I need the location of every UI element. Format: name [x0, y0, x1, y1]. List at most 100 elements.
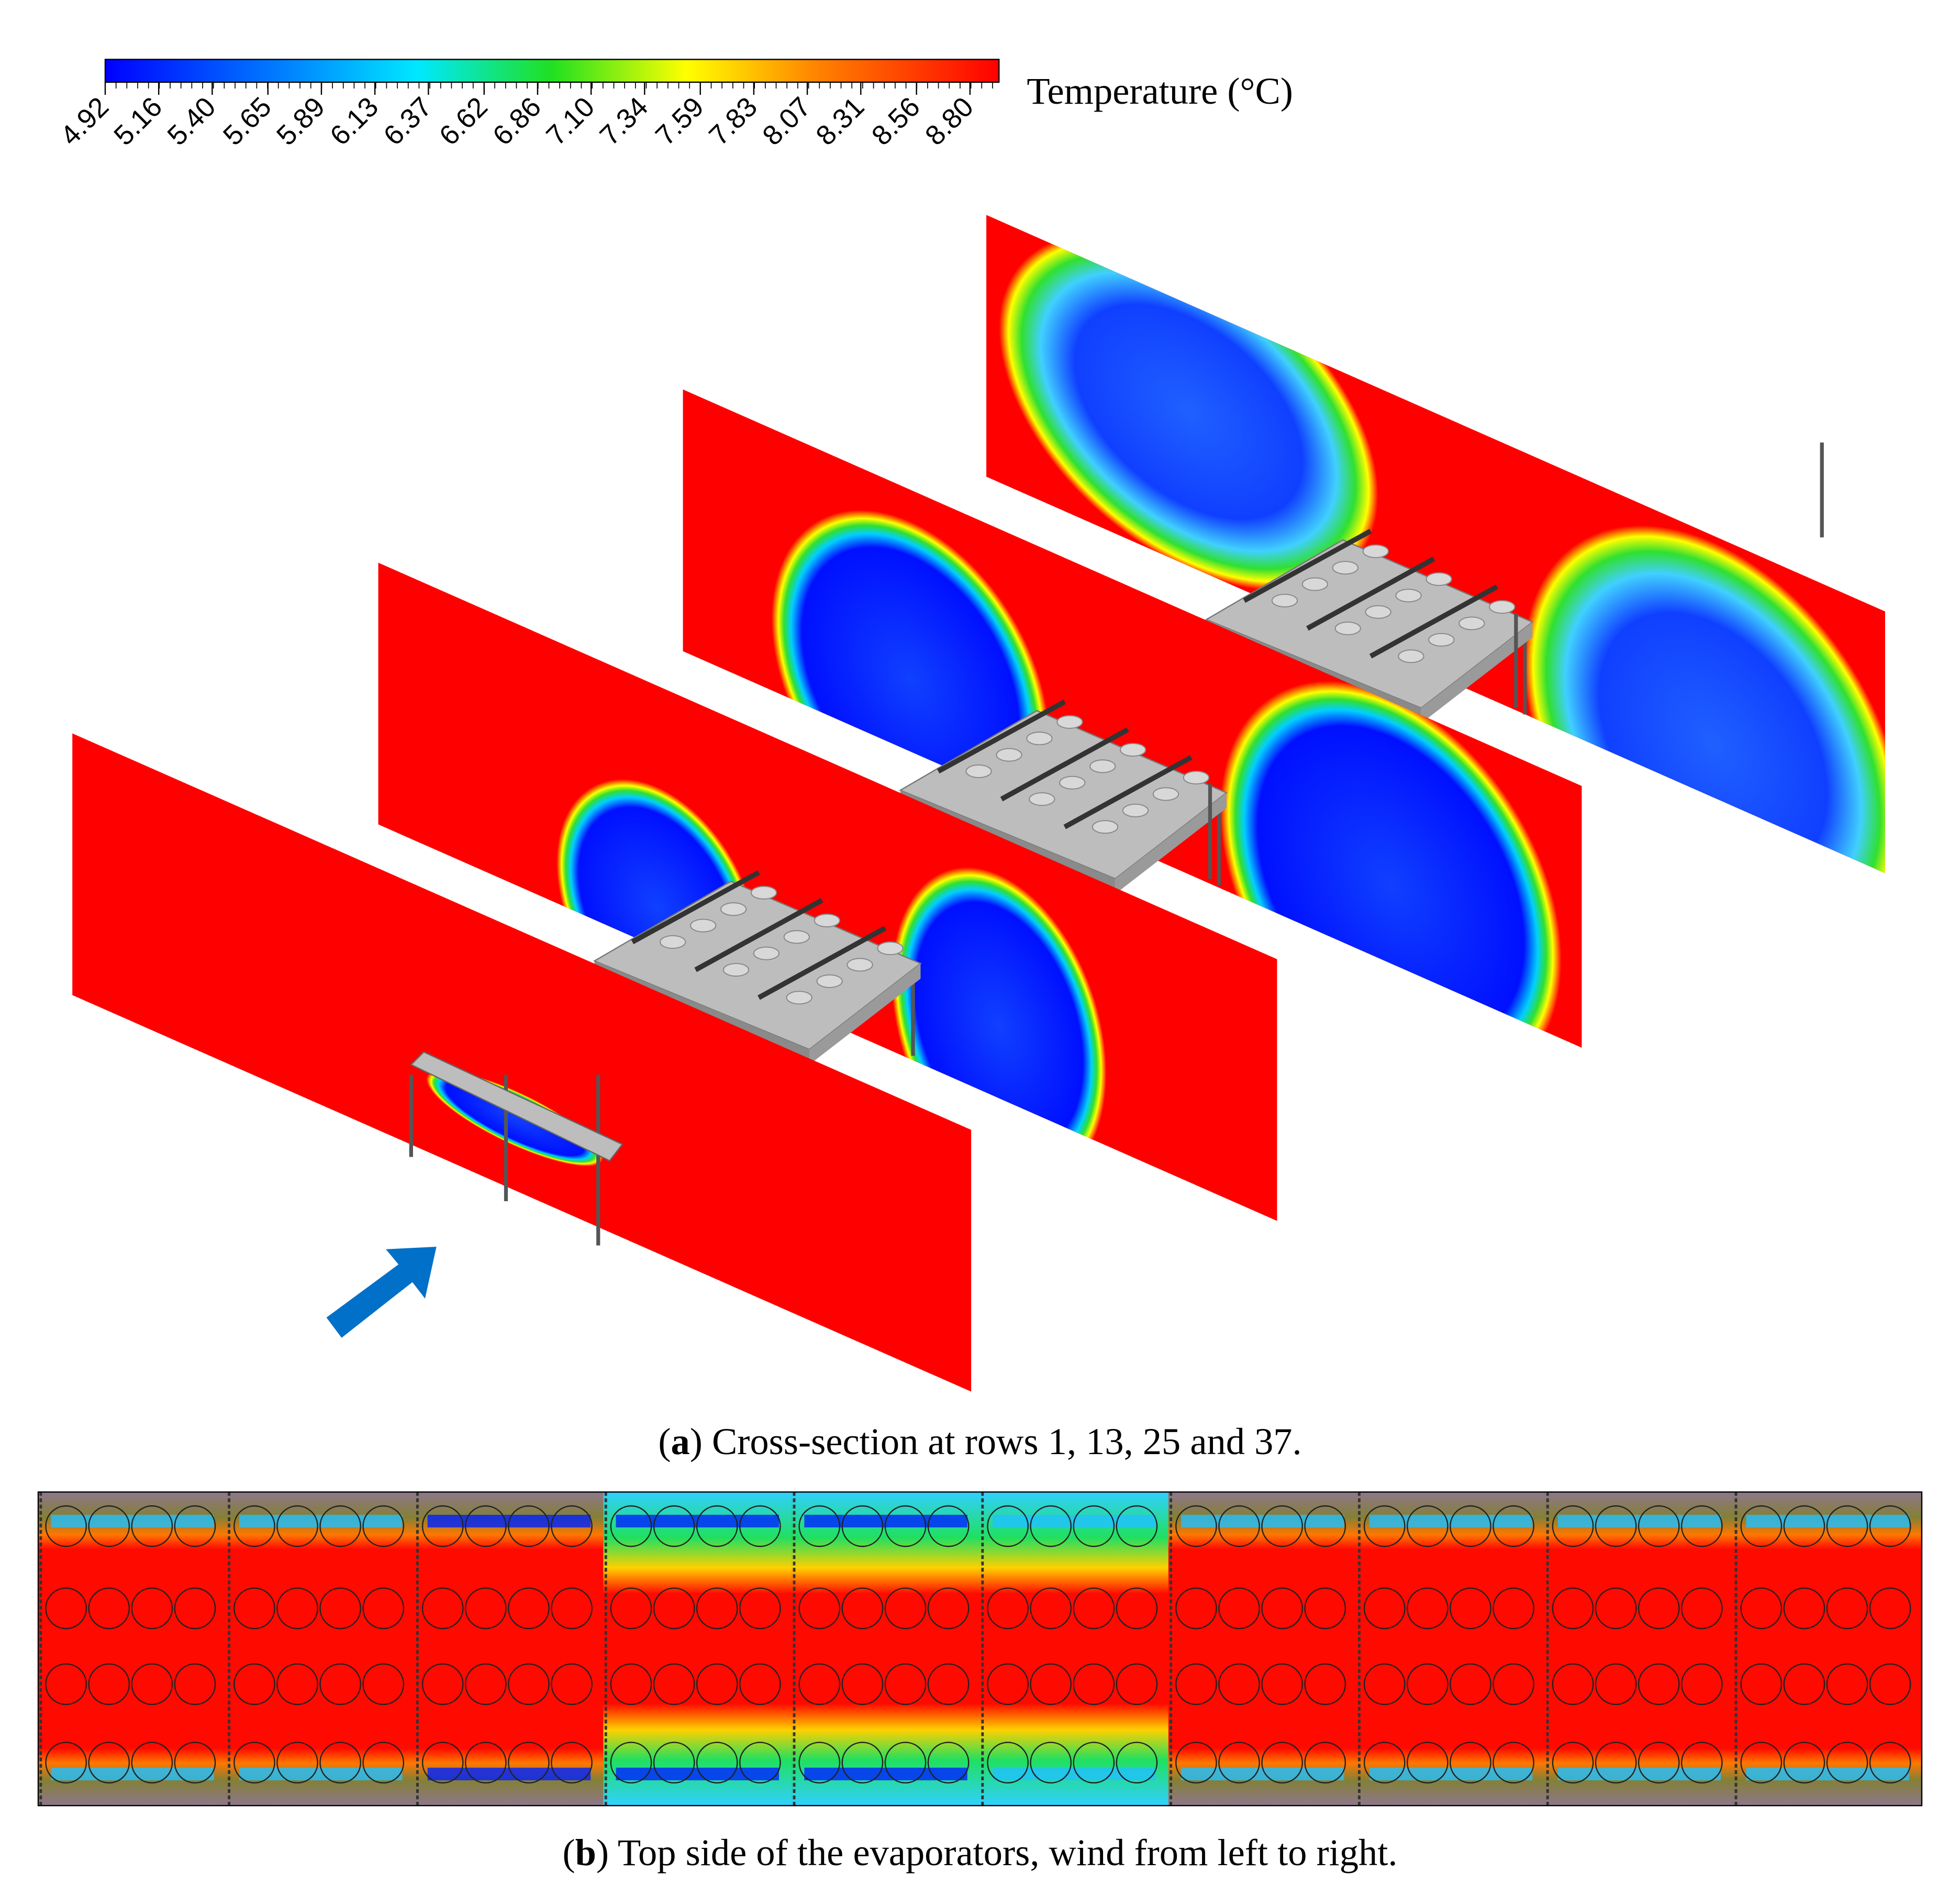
fan-outline: [174, 1663, 216, 1705]
fan-outline: [1261, 1587, 1303, 1630]
fan-outline: [1552, 1742, 1594, 1784]
fan: [1458, 616, 1485, 630]
fan-outline: [1116, 1505, 1158, 1547]
fan-outline: [696, 1505, 738, 1547]
fan-outline: [1304, 1742, 1346, 1784]
fan: [816, 974, 843, 988]
fan-outline: [276, 1587, 318, 1630]
fan-outline: [987, 1505, 1029, 1547]
fan-outline: [884, 1505, 927, 1547]
fan: [753, 946, 780, 960]
fan-outline: [88, 1742, 130, 1784]
fan: [1398, 649, 1424, 663]
fan-outline: [1826, 1742, 1868, 1784]
fan-outline: [45, 1505, 87, 1547]
fan-outline: [1261, 1505, 1303, 1547]
fan-outline: [798, 1587, 841, 1630]
fan-outline: [1783, 1742, 1825, 1784]
fan-outline: [551, 1505, 593, 1547]
fan-outline: [1783, 1587, 1825, 1630]
tick-label: 8.31: [810, 91, 871, 151]
fan: [720, 902, 747, 916]
caption-label: a: [671, 1420, 690, 1462]
cold-band: [603, 1704, 792, 1806]
fan-outline: [551, 1663, 593, 1705]
fan-outline: [841, 1742, 884, 1784]
fan-outline: [1680, 1505, 1723, 1547]
caption-label: b: [575, 1831, 596, 1874]
fan-outline: [653, 1663, 695, 1705]
fan-outline: [653, 1742, 695, 1784]
fan-outline: [174, 1505, 216, 1547]
cold-band: [980, 1492, 1168, 1593]
fan-outline: [798, 1663, 841, 1705]
fan-outline: [1175, 1587, 1217, 1630]
fan-outline: [45, 1663, 87, 1705]
fan-outline: [1304, 1663, 1346, 1705]
fan-outline: [798, 1505, 841, 1547]
fan-outline: [1638, 1587, 1680, 1630]
fan: [783, 930, 810, 944]
fan-outline: [1869, 1505, 1911, 1547]
fan: [1489, 600, 1516, 614]
fan-outline: [696, 1587, 738, 1630]
fan: [1026, 732, 1053, 746]
fan-outline: [1638, 1663, 1680, 1705]
fan-outline: [841, 1587, 884, 1630]
fan-outline: [1073, 1587, 1115, 1630]
evaporator-base: [410, 1051, 623, 1162]
tick-label: 8.56: [866, 91, 926, 151]
fan: [1092, 820, 1119, 834]
fan-outline: [1869, 1742, 1911, 1784]
fan-outline: [653, 1587, 695, 1630]
fan-outline: [174, 1587, 216, 1630]
fan-outline: [1175, 1663, 1217, 1705]
fan-outline: [798, 1742, 841, 1784]
rail: [694, 898, 823, 972]
fan-outline: [319, 1742, 361, 1784]
cold-region: [426, 1070, 604, 1167]
rail: [1000, 727, 1129, 802]
fan-outline: [1363, 1663, 1406, 1705]
fan-outline: [131, 1505, 173, 1547]
fan-outline: [927, 1505, 970, 1547]
fan-outline: [1450, 1505, 1491, 1547]
fan-outline: [1638, 1742, 1680, 1784]
fan: [750, 885, 777, 900]
tick-label: 8.07: [756, 91, 817, 151]
fan: [1059, 775, 1086, 790]
fan-outline: [1406, 1742, 1449, 1784]
tick-label: 6.13: [324, 91, 384, 151]
fan-outline: [927, 1587, 970, 1630]
fan-outline: [551, 1742, 593, 1784]
rail: [1243, 528, 1372, 603]
fan-outline: [841, 1663, 884, 1705]
rail: [1063, 755, 1193, 829]
fan-outline: [233, 1663, 275, 1705]
fan-outline: [739, 1742, 781, 1784]
fan-outline: [1030, 1505, 1072, 1547]
fan-outline: [421, 1663, 464, 1705]
fan-outline: [1175, 1505, 1217, 1547]
fan-outline: [362, 1505, 405, 1547]
caption-open: (: [563, 1831, 575, 1874]
evaporator-side: [1115, 793, 1227, 894]
tick-label: 6.62: [433, 91, 494, 151]
fan: [965, 764, 992, 779]
section-plane: [72, 733, 972, 1392]
fan: [1029, 792, 1055, 806]
top-view: [37, 1491, 1923, 1807]
fan-outline: [1595, 1742, 1637, 1784]
fan-outline: [88, 1663, 130, 1705]
fan-outline: [987, 1663, 1029, 1705]
fan: [660, 935, 686, 949]
fan: [1301, 577, 1329, 591]
fan-outline: [233, 1505, 275, 1547]
fan-outline: [1740, 1505, 1783, 1547]
fan-outline: [1261, 1663, 1303, 1705]
fan-outline: [551, 1587, 593, 1630]
evaporator: [409, 1051, 623, 1246]
tick-label: 6.86: [487, 91, 547, 151]
fan: [1183, 771, 1210, 785]
fan: [814, 913, 840, 927]
